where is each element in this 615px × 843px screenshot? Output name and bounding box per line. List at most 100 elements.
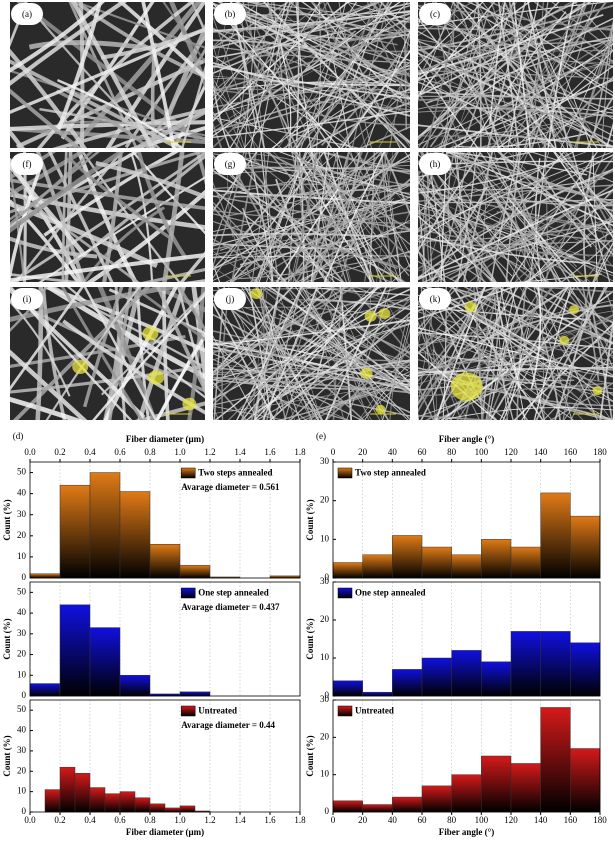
panel-label: (f)	[23, 159, 32, 169]
annotation: Avarage diameter = 0.561	[181, 482, 280, 492]
fiber	[213, 2, 341, 148]
y-tick-label: 50	[17, 586, 27, 596]
fiber	[481, 287, 504, 420]
fiber	[241, 152, 387, 240]
fiber	[213, 242, 357, 250]
fiber	[213, 36, 291, 119]
fiber	[505, 152, 522, 282]
fiber	[258, 2, 291, 148]
y-tick-label: 40	[17, 488, 27, 498]
fiber	[323, 2, 367, 148]
y-tick-label: 10	[320, 652, 330, 662]
x-axis-title: Fiber diameter (μm)	[126, 827, 204, 837]
fiber	[376, 152, 394, 282]
fiber	[437, 2, 517, 148]
fiber	[444, 287, 553, 420]
fiber	[213, 2, 350, 122]
x-tick-label: 140	[534, 815, 548, 825]
fiber	[418, 160, 613, 202]
fiber	[308, 297, 410, 420]
fiber	[338, 2, 372, 148]
fiber	[418, 210, 550, 282]
fiber	[301, 288, 410, 365]
fiber	[213, 365, 410, 374]
label-bubble	[419, 153, 451, 175]
x-axis-title: Fiber angle (°)	[439, 827, 494, 837]
fiber	[253, 152, 361, 282]
fiber	[378, 210, 410, 282]
fiber	[428, 287, 438, 420]
fiber	[420, 301, 477, 420]
fiber	[260, 287, 301, 420]
fiber	[213, 2, 293, 101]
fiber	[418, 152, 482, 253]
fiber	[418, 210, 493, 282]
fiber	[237, 2, 410, 101]
panel-label: (k)	[430, 294, 441, 304]
fiber	[161, 287, 170, 420]
sem-image	[418, 152, 613, 282]
fiber	[213, 111, 240, 148]
fiber	[213, 160, 410, 198]
fiber	[248, 152, 273, 282]
bar	[570, 748, 601, 813]
fiber	[277, 8, 410, 148]
sem-image	[10, 2, 205, 148]
sem-image	[213, 287, 410, 420]
label-bubble	[419, 288, 451, 310]
y-tick-label: 20	[17, 530, 27, 540]
fiber	[469, 152, 538, 282]
label-bubble	[214, 153, 246, 175]
bead	[142, 326, 159, 341]
fiber	[253, 287, 380, 420]
bar	[179, 691, 211, 697]
fiber	[10, 152, 205, 214]
fiber	[213, 299, 410, 361]
fiber	[320, 287, 370, 420]
fiber	[418, 220, 613, 278]
fiber	[433, 190, 604, 282]
fiber	[23, 2, 161, 148]
fiber	[418, 77, 504, 138]
legend-swatch	[180, 467, 196, 479]
fiber	[195, 152, 205, 185]
fiber	[238, 2, 293, 148]
fiber	[481, 2, 557, 137]
bead	[592, 386, 603, 396]
fiber	[553, 152, 613, 239]
bar	[332, 800, 363, 813]
fiber	[172, 82, 205, 148]
panel-label: (b)	[225, 9, 236, 19]
y-tick-label: 20	[320, 614, 330, 624]
fiber	[529, 2, 544, 148]
fiber	[280, 178, 410, 282]
annotation: Avarage diameter = 0.437	[181, 602, 280, 612]
fiber	[246, 2, 410, 23]
x-tick-label: 120	[504, 447, 518, 457]
label-bubble	[214, 3, 246, 25]
fiber	[329, 287, 383, 420]
fiber	[541, 287, 545, 420]
fiber	[213, 363, 410, 387]
y-tick-label: 10	[320, 533, 330, 543]
panel-label: (j)	[226, 294, 235, 304]
label-bubble	[11, 3, 43, 25]
fiber	[431, 152, 527, 282]
fiber	[242, 287, 410, 395]
fiber	[213, 16, 256, 148]
fiber	[108, 287, 133, 420]
bead	[559, 335, 570, 345]
fiber	[418, 175, 473, 234]
fiber	[322, 287, 410, 309]
fiber	[437, 287, 598, 404]
y-tick-label: 50	[17, 467, 27, 477]
plot-frame	[29, 461, 301, 579]
fiber	[235, 2, 273, 148]
fiber	[213, 314, 269, 377]
fiber	[320, 52, 401, 146]
fiber	[295, 2, 393, 148]
bead	[364, 310, 377, 322]
bar	[392, 669, 423, 697]
x-tick-label: 0.6	[114, 447, 126, 457]
y-axis-title: Count (%)	[2, 618, 12, 659]
